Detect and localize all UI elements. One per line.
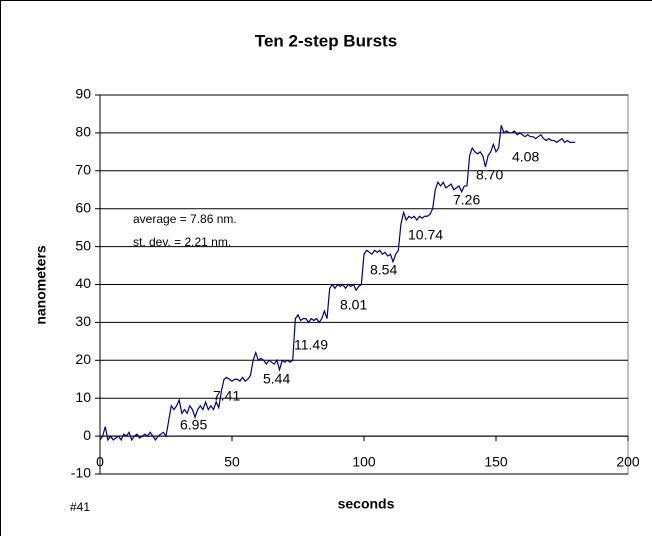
y-tick-label: 40: [75, 275, 91, 291]
y-axis-title: nanometers: [33, 245, 49, 325]
annotation: 7.26: [453, 192, 480, 208]
y-tick-label: 70: [75, 162, 91, 178]
annotation: 8.70: [476, 167, 503, 183]
y-tick-label: 30: [75, 313, 91, 329]
annotation: 10.74: [408, 227, 443, 243]
annotation: 5.44: [263, 371, 290, 387]
y-tick-label: 80: [75, 124, 91, 140]
annotation: 4.08: [512, 149, 539, 165]
x-tick-label: 200: [616, 454, 640, 470]
y-tick-label: 90: [75, 86, 91, 102]
annotation: 6.95: [180, 417, 207, 433]
annotation: st. dev. = 2.21 nm.: [133, 235, 231, 249]
annotation: 7.41: [213, 388, 240, 404]
annotation: average = 7.86 nm.: [133, 212, 237, 226]
x-tick-label: 150: [484, 454, 508, 470]
y-tick-label: 0: [83, 427, 91, 443]
y-tick-label: 10: [75, 389, 91, 405]
data-line: [99, 125, 576, 442]
y-tick-label: 20: [75, 351, 91, 367]
annotation: 11.49: [294, 337, 328, 353]
y-tick-label: -10: [71, 465, 91, 481]
x-tick-label: 50: [224, 454, 240, 470]
annotation: 8.54: [370, 262, 397, 278]
chart-title: Ten 2-step Bursts: [255, 31, 397, 50]
y-tick-label: 60: [75, 199, 91, 215]
x-tick-label: 100: [352, 454, 376, 470]
annotation: 8.01: [340, 297, 367, 313]
x-tick-label: 0: [96, 454, 104, 470]
x-axis-title: seconds: [338, 496, 395, 512]
chart-note: #41: [70, 500, 90, 514]
y-tick-label: 50: [75, 237, 91, 253]
